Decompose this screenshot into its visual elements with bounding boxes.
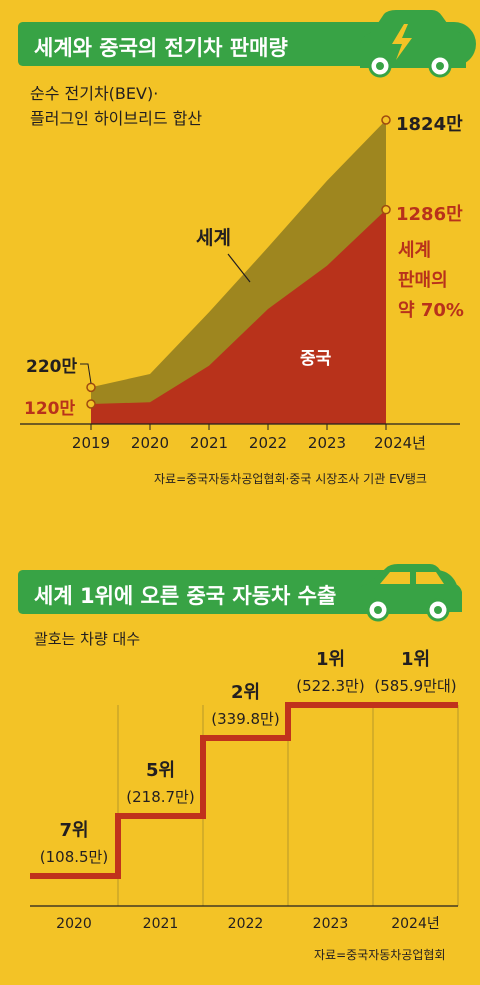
export-volume-label: (585.9만대) xyxy=(374,677,456,695)
data-point-marker xyxy=(381,204,391,215)
rank-label: 1위 xyxy=(316,649,345,670)
chart1-x-tick-label: 2024년 xyxy=(374,434,426,452)
chart1-title: 세계와 중국의 전기차 판매량 xyxy=(34,36,288,60)
share-label-line1: 세계 xyxy=(398,240,432,261)
china-series-area xyxy=(91,209,386,424)
chart1-x-tick-label: 2019 xyxy=(72,434,110,452)
chart2-title: 세계 1위에 오른 중국 자동차 수출 xyxy=(34,584,337,608)
chart1-subtitle-line2: 플러그인 하이브리드 합산 xyxy=(30,109,203,128)
export-rank-step-line xyxy=(30,702,458,879)
rank-label: 5위 xyxy=(146,760,175,781)
share-label-line2: 판매의 xyxy=(398,270,448,291)
chart2-source: 자료=중국자동차공업협회 xyxy=(314,948,446,962)
chart1-x-tick-label: 2022 xyxy=(249,434,287,452)
rank-label: 1위 xyxy=(401,649,430,670)
car-icon xyxy=(356,564,462,622)
share-label-line3: 약 70% xyxy=(398,300,464,321)
chart1-subtitle-line1: 순수 전기차(BEV)· xyxy=(30,84,159,103)
world-end-label: 1824만 xyxy=(396,114,463,135)
chart2-subtitle: 괄호는 차량 대수 xyxy=(34,630,141,648)
chart2-x-tick-label: 2021 xyxy=(143,916,179,932)
chart2-x-tick-label: 2020 xyxy=(56,916,92,932)
chart2-x-tick-label: 2024년 xyxy=(391,916,440,932)
china-start-label: 120만 xyxy=(24,399,76,419)
export-volume-label: (218.7만) xyxy=(126,788,194,806)
export-volume-label: (522.3만) xyxy=(296,677,364,695)
electric-car-icon xyxy=(360,10,466,78)
chart1-x-tick-label: 2023 xyxy=(308,434,346,452)
world-start-leader-line xyxy=(80,363,92,384)
china-end-label: 1286만 xyxy=(396,204,463,225)
export-volume-label: (339.8만) xyxy=(211,710,279,728)
export-volume-label: (108.5만) xyxy=(40,848,108,866)
rank-label: 2위 xyxy=(231,682,260,703)
world-label-leader-line xyxy=(227,253,251,283)
chart1-x-tick-label: 2020 xyxy=(131,434,169,452)
world-start-label: 220만 xyxy=(26,357,78,377)
chart2-x-tick-label: 2022 xyxy=(228,916,264,932)
rank-label: 7위 xyxy=(59,820,88,841)
world-series-label: 세계 xyxy=(196,227,231,249)
data-point-marker xyxy=(381,115,391,125)
data-point-marker xyxy=(86,399,96,409)
chart1-source: 자료=중국자동차공업협회·중국 시장조사 기관 EV탱크 xyxy=(154,472,427,486)
chart2-x-tick-label: 2023 xyxy=(313,916,349,932)
china-series-label: 중국 xyxy=(300,349,332,369)
chart1-x-tick-label: 2021 xyxy=(190,434,228,452)
